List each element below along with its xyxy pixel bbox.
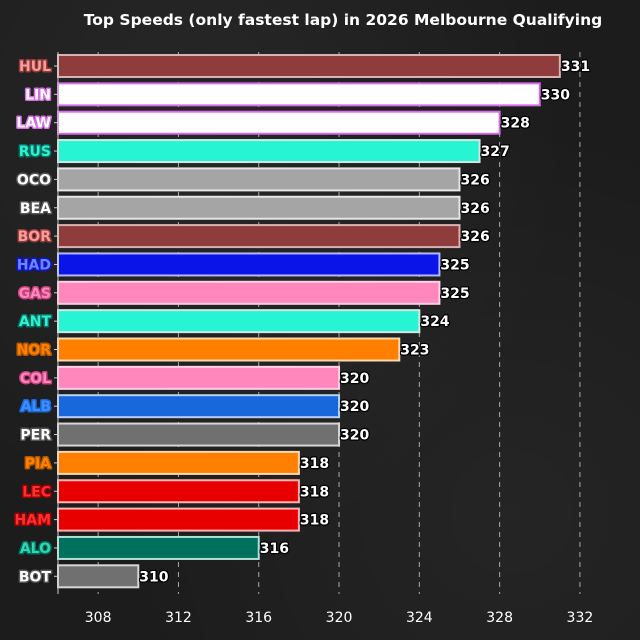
bar <box>57 139 481 164</box>
bar <box>57 422 341 447</box>
category-label: RUS <box>19 144 51 160</box>
value-label: 326 <box>460 172 489 188</box>
category-label: OCO <box>17 172 51 188</box>
x-tick-label: 324 <box>406 610 433 626</box>
x-tick-label: 316 <box>245 610 272 626</box>
bar <box>57 280 441 305</box>
value-label: 326 <box>460 201 489 217</box>
bar <box>57 309 421 334</box>
category-label: NOR <box>17 343 52 359</box>
x-tick-label: 312 <box>165 610 192 626</box>
value-label: 320 <box>340 371 369 387</box>
category-label: ALO <box>20 541 51 557</box>
value-label: 320 <box>340 399 369 415</box>
value-label: 323 <box>400 343 429 359</box>
value-label: 310 <box>139 569 168 585</box>
chart-title: Top Speeds (only fastest lap) in 2026 Me… <box>84 11 602 29</box>
category-label: PIA <box>25 456 51 472</box>
x-tick-label: 320 <box>326 610 353 626</box>
category-label: HAD <box>17 257 51 273</box>
value-label: 324 <box>420 314 449 330</box>
value-label: 318 <box>300 456 329 472</box>
x-tick-label: 308 <box>85 610 112 626</box>
bar <box>57 479 300 504</box>
bar <box>57 54 561 78</box>
value-label: 318 <box>300 513 329 529</box>
axis: 308 312 316 320 324 328 332 HUL LIN LAW RUS OCO BEA B… <box>13 52 594 626</box>
category-label: PER <box>20 428 51 444</box>
value-label: 328 <box>501 116 530 132</box>
bar <box>57 564 140 589</box>
category-label: BOT <box>19 569 52 585</box>
bars: 331 330 328 327 326 326 326 325 325 324 323 320 320 3… <box>57 54 591 589</box>
x-tick-label: 332 <box>567 610 594 626</box>
category-label: LEC <box>22 484 51 500</box>
bar <box>57 337 401 362</box>
value-label: 330 <box>541 87 570 103</box>
x-tick-label: 328 <box>486 610 513 626</box>
category-label: LAW <box>16 116 51 132</box>
value-label: 327 <box>481 144 510 160</box>
value-label: 325 <box>440 286 469 302</box>
category-label: ALB <box>21 399 51 415</box>
bar <box>57 535 260 560</box>
bar <box>57 110 501 135</box>
value-label: 318 <box>300 484 329 500</box>
bar <box>57 195 461 220</box>
bar <box>57 507 300 532</box>
bar <box>57 224 461 249</box>
bar <box>57 365 341 390</box>
category-label: BEA <box>20 201 51 217</box>
bar <box>57 82 541 107</box>
value-label: 326 <box>460 229 489 245</box>
value-label: 325 <box>440 257 469 273</box>
value-label: 316 <box>260 541 289 557</box>
bar <box>57 252 441 277</box>
category-label: HUL <box>19 59 51 75</box>
category-label: GAS <box>19 286 51 302</box>
category-label: HAM <box>15 513 51 529</box>
bar <box>57 394 341 419</box>
bar <box>57 450 300 475</box>
category-label: BOR <box>18 229 52 245</box>
category-label: LIN <box>25 87 51 103</box>
value-label: 331 <box>561 59 590 75</box>
category-label: COL <box>20 371 51 387</box>
category-label: ANT <box>19 314 52 330</box>
value-label: 320 <box>340 428 369 444</box>
bar <box>57 167 461 192</box>
